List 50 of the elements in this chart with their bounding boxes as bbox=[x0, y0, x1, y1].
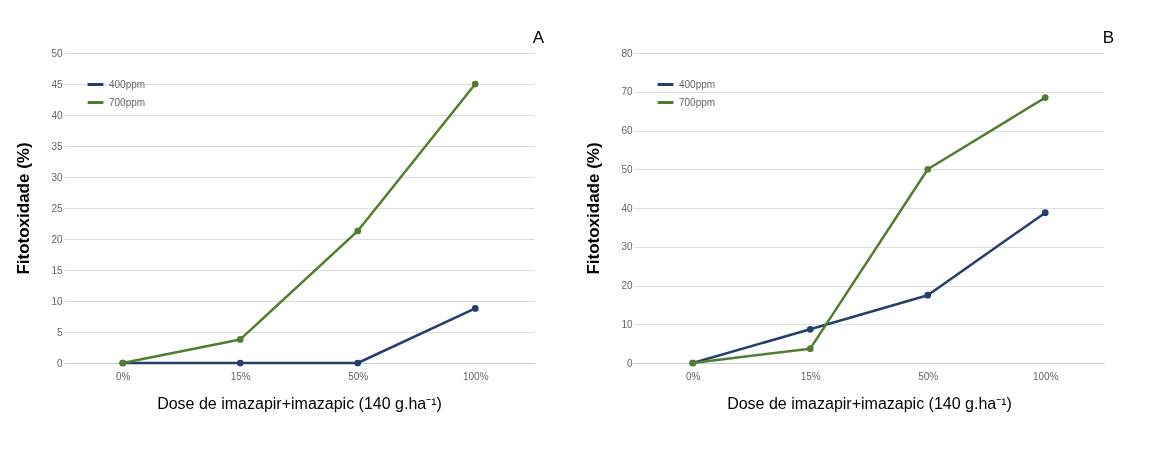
point bbox=[354, 227, 362, 235]
y-tick-label: 30 bbox=[51, 171, 63, 183]
point bbox=[924, 165, 932, 173]
x-tick-label: 100% bbox=[1032, 370, 1059, 382]
point bbox=[471, 305, 479, 312]
y-tick-label: 45 bbox=[51, 78, 63, 90]
y-tick-label: 80 bbox=[621, 47, 633, 59]
point bbox=[236, 359, 244, 367]
y-tick-label: 30 bbox=[621, 241, 633, 253]
x-tick-label: 50% bbox=[918, 370, 939, 382]
point bbox=[806, 345, 814, 353]
x-tick-label: 15% bbox=[230, 370, 251, 382]
x-axis-title: Dose de imazapir+imazapic (140 g.ha⁻¹) bbox=[157, 394, 442, 412]
x-tick-label: 15% bbox=[800, 370, 821, 382]
x-tick-label: 0% bbox=[686, 370, 701, 382]
y-tick-label: 40 bbox=[51, 109, 63, 121]
y-tick-label: 20 bbox=[621, 280, 633, 291]
text: B bbox=[1102, 28, 1114, 47]
y-tick-label: 0 bbox=[626, 357, 633, 369]
legend-label: 700ppm bbox=[109, 96, 146, 108]
y-tick-label: 0 bbox=[56, 357, 63, 369]
y-tick-label: 25 bbox=[51, 202, 63, 214]
text: A bbox=[532, 28, 545, 47]
y-tick-label: 50 bbox=[621, 163, 633, 175]
point bbox=[924, 291, 932, 299]
x-tick-label: 0% bbox=[116, 370, 131, 382]
legend-label: 400ppm bbox=[679, 78, 716, 90]
x-tick-label: 100% bbox=[462, 370, 489, 382]
y-tick-label: 10 bbox=[51, 295, 63, 307]
y-tick-label: 40 bbox=[621, 202, 633, 214]
point bbox=[354, 359, 362, 367]
y-tick-label: 50 bbox=[51, 47, 63, 59]
y-tick-label: 10 bbox=[621, 318, 633, 330]
y-axis-title: Fitotoxidade (%) bbox=[14, 142, 34, 275]
point bbox=[806, 325, 814, 333]
y-tick-label: 70 bbox=[621, 86, 633, 98]
point bbox=[236, 336, 244, 343]
point bbox=[1041, 94, 1049, 101]
x-axis-title: Dose de imazapir+imazapic (140 g.ha⁻¹) bbox=[727, 394, 1012, 412]
point bbox=[1041, 209, 1049, 216]
y-tick-label: 20 bbox=[51, 233, 63, 245]
y-tick-label: 60 bbox=[621, 125, 633, 136]
y-axis-title: Fitotoxidade (%) bbox=[584, 142, 604, 275]
y-tick-label: 5 bbox=[56, 326, 63, 338]
y-tick-label: 35 bbox=[51, 140, 63, 152]
x-tick-label: 50% bbox=[348, 370, 369, 382]
legend-label: 400ppm bbox=[109, 78, 146, 90]
y-tick-label: 15 bbox=[51, 264, 63, 276]
point bbox=[471, 80, 479, 88]
legend-label: 700ppm bbox=[679, 96, 716, 108]
